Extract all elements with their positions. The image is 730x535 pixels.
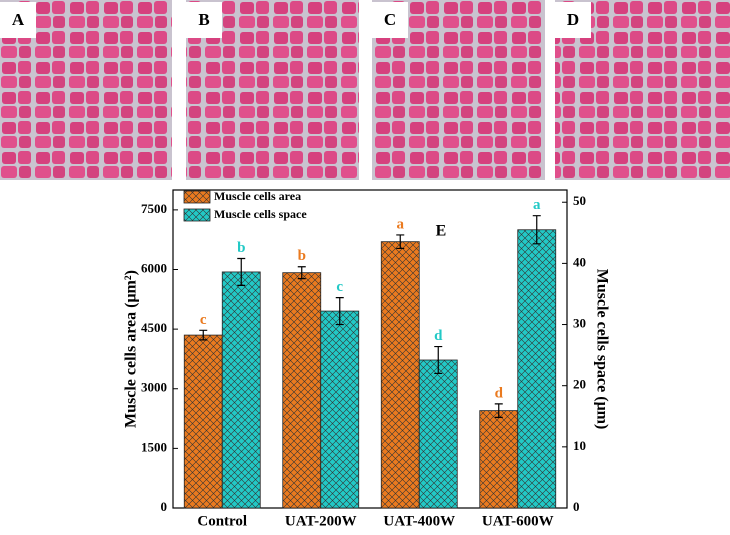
y2-tick-label: 20: [573, 377, 586, 392]
label-box: [372, 2, 408, 38]
y-tick-label: 7500: [141, 201, 167, 216]
error-bar: [335, 297, 344, 326]
bar: [479, 410, 519, 509]
error-bar: [396, 234, 405, 250]
significance-label: a: [397, 216, 405, 232]
panel-label: A: [12, 10, 25, 29]
error-bar: [434, 345, 443, 375]
y-axis-label: Muscle cells area (μm²): [123, 270, 140, 428]
significance-label: d: [495, 385, 504, 401]
y-tick-label: 3000: [141, 380, 167, 395]
bar: [183, 334, 223, 509]
y-tick-label: 6000: [141, 260, 167, 275]
legend-swatch: [183, 208, 211, 222]
error-bar: [532, 215, 541, 245]
y-tick-label: 0: [161, 499, 168, 514]
y-tick-label: 4500: [141, 320, 167, 335]
y2-axis-label: Muscle cells space (μm): [593, 269, 610, 430]
legend-label: Muscle cells area: [214, 189, 301, 203]
panel-label: E: [436, 223, 447, 240]
y2-tick-label: 0: [573, 499, 580, 514]
x-tick-label: Control: [197, 513, 247, 529]
significance-label: b: [298, 248, 306, 264]
significance-label: c: [200, 312, 207, 328]
label-box: [0, 2, 36, 38]
significance-label: d: [434, 328, 443, 344]
error-bar: [494, 403, 503, 418]
x-tick-label: UAT-400W: [383, 513, 455, 529]
bar: [380, 241, 420, 509]
bar: [517, 229, 557, 509]
panel-label: D: [567, 10, 579, 29]
y2-tick-label: 30: [573, 316, 586, 331]
bar: [320, 310, 360, 509]
bar: [282, 272, 322, 509]
significance-label: c: [336, 279, 343, 295]
significance-label: b: [237, 240, 245, 256]
label-box: [186, 2, 222, 38]
x-tick-label: UAT-200W: [285, 513, 357, 529]
plot-frame: [172, 189, 568, 509]
legend-label: Muscle cells space: [214, 207, 307, 221]
label-box: [555, 2, 591, 38]
micrographs: A B C D: [0, 0, 730, 180]
bar: [418, 359, 458, 509]
y2-tick-label: 40: [573, 254, 586, 269]
panel-label: C: [384, 10, 396, 29]
error-bar: [297, 266, 306, 280]
legend-swatch: [183, 190, 211, 204]
error-bar: [199, 329, 208, 341]
panel-label: B: [198, 10, 209, 29]
chart: E Muscle cells area (μm²) Muscle cells s…: [123, 189, 611, 530]
bar: [221, 271, 261, 509]
significance-label: a: [533, 197, 541, 213]
y2-tick-label: 10: [573, 438, 586, 453]
x-tick-label: UAT-600W: [482, 513, 554, 529]
y2-tick-label: 50: [573, 193, 586, 208]
error-bar: [237, 257, 246, 286]
y-tick-label: 1500: [141, 439, 167, 454]
